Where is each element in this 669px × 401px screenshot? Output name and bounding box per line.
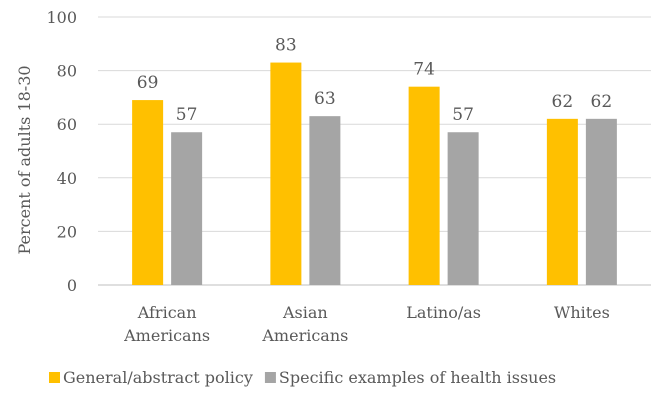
bars [132,62,617,286]
data-label: 57 [176,105,198,125]
bar [546,118,578,285]
bar [132,100,164,285]
x-axis-categories: African Americans Asian Americans Latino/as W… [123,303,610,345]
bar [447,132,479,285]
data-label: 62 [591,92,613,112]
data-label: 69 [137,73,159,93]
y-tick-label: 40 [57,169,77,188]
x-category-label: Americans [261,326,348,345]
bar [171,132,203,285]
bar [309,116,341,285]
data-labels: 69 57 83 63 74 57 62 62 [137,36,612,126]
legend-label: General/abstract policy [63,368,253,387]
y-tick-label: 0 [67,276,77,295]
y-tick-label: 60 [57,115,77,134]
legend-swatch [49,372,60,383]
data-label: 62 [552,92,574,112]
x-category-label: Asian [282,303,328,322]
y-tick-label: 20 [57,222,77,241]
data-label: 57 [452,105,474,125]
bar [585,118,617,285]
data-label: 74 [413,60,435,80]
x-category-label: Americans [123,326,210,345]
bar [270,62,302,286]
y-tick-label: 80 [57,62,77,81]
x-category-label: Whites [554,303,610,322]
y-axis-ticks: 0 20 40 60 80 100 [46,8,77,295]
legend-swatch [264,372,276,383]
y-tick-label: 100 [46,8,77,27]
legend: General/abstract policy Specific examples… [49,368,556,387]
x-category-label: African [137,303,197,322]
legend-label: Specific examples of health issues [279,368,556,387]
data-label: 63 [314,89,336,109]
y-axis-label: Percent of adults 18-30 [15,65,34,254]
bar [408,86,440,286]
x-category-label: Latino/as [406,303,481,322]
data-label: 83 [275,36,297,56]
